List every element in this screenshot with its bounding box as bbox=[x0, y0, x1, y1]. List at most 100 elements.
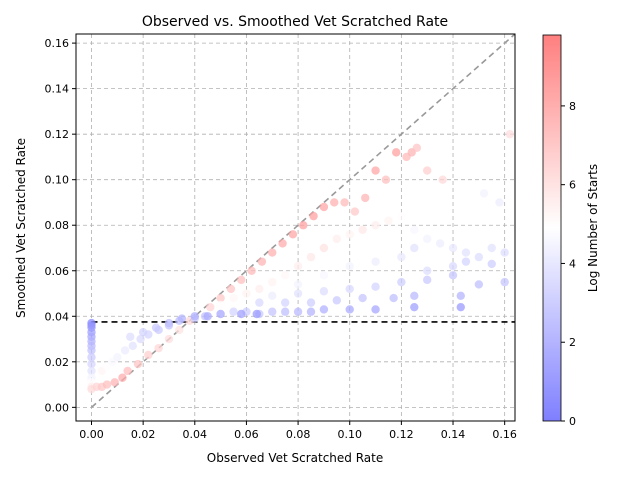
y-tick-label: 0.10 bbox=[45, 174, 70, 187]
data-point bbox=[500, 277, 509, 287]
data-point bbox=[123, 366, 132, 376]
data-point bbox=[332, 234, 342, 244]
data-point bbox=[288, 230, 298, 239]
data-point bbox=[487, 259, 496, 269]
data-point bbox=[397, 252, 406, 262]
data-point bbox=[389, 293, 398, 303]
colorbar-ticks: 0 2 4 6 8 bbox=[561, 100, 576, 428]
data-point bbox=[128, 341, 138, 351]
data-point bbox=[151, 323, 161, 332]
data-point bbox=[448, 243, 458, 253]
data-point bbox=[293, 280, 303, 289]
data-point bbox=[293, 307, 303, 316]
colorbar bbox=[542, 34, 562, 422]
data-point bbox=[345, 305, 354, 314]
plot-frame bbox=[75, 33, 516, 422]
data-point bbox=[268, 248, 277, 257]
x-axis-label: Observed Vet Scratched Rate bbox=[207, 451, 383, 465]
data-point bbox=[175, 325, 184, 335]
data-point bbox=[500, 248, 509, 257]
data-point bbox=[319, 202, 329, 212]
data-point bbox=[381, 175, 391, 184]
colorbar-tick-label: 2 bbox=[569, 336, 576, 349]
data-point bbox=[410, 302, 419, 312]
data-point bbox=[113, 353, 122, 362]
data-point bbox=[410, 243, 419, 253]
x-tick-label: 0.06 bbox=[234, 428, 259, 441]
data-point bbox=[247, 266, 256, 275]
data-point bbox=[495, 198, 504, 207]
data-point bbox=[102, 380, 112, 389]
data-point bbox=[358, 293, 367, 303]
data-point bbox=[87, 366, 96, 376]
x-tick-label: 0.14 bbox=[441, 428, 466, 441]
data-point bbox=[423, 275, 432, 285]
data-point bbox=[435, 239, 445, 248]
x-axis-ticks: 0.00 0.02 0.04 0.06 0.08 0.10 0.12 0.14 0.16 bbox=[79, 421, 517, 441]
data-point bbox=[448, 271, 458, 280]
data-point bbox=[319, 305, 329, 314]
x-tick-label: 0.12 bbox=[389, 428, 414, 441]
data-point bbox=[268, 307, 277, 316]
data-point bbox=[319, 287, 329, 296]
data-point bbox=[164, 318, 174, 328]
data-point bbox=[410, 225, 419, 234]
x-tick-label: 0.16 bbox=[492, 428, 517, 441]
data-point bbox=[332, 296, 342, 305]
data-point bbox=[216, 309, 225, 319]
data-point bbox=[371, 282, 380, 291]
x-tick-label: 0.02 bbox=[131, 428, 156, 441]
data-point bbox=[280, 271, 290, 280]
y-tick-label: 0.14 bbox=[45, 83, 70, 96]
data-point bbox=[226, 284, 236, 294]
colorbar-tick-label: 8 bbox=[569, 100, 576, 113]
data-point bbox=[423, 166, 432, 175]
y-tick-label: 0.02 bbox=[45, 356, 70, 369]
data-point bbox=[255, 298, 264, 307]
data-point bbox=[164, 334, 174, 344]
data-point bbox=[138, 328, 148, 337]
colorbar-tick-label: 4 bbox=[569, 257, 576, 270]
data-point bbox=[280, 307, 290, 316]
data-point bbox=[206, 302, 215, 312]
y-axis-ticks: 0.00 0.02 0.04 0.06 0.08 0.10 0.12 0.14 0.16 bbox=[45, 37, 76, 414]
data-point bbox=[330, 198, 339, 207]
data-point bbox=[474, 280, 484, 289]
data-points bbox=[87, 129, 515, 394]
data-point bbox=[268, 291, 277, 300]
data-point bbox=[392, 148, 401, 157]
colorbar-tick-label: 0 bbox=[569, 415, 576, 428]
data-point bbox=[423, 234, 432, 244]
y-tick-label: 0.00 bbox=[45, 401, 70, 414]
data-point bbox=[461, 248, 471, 257]
data-point bbox=[154, 343, 163, 353]
data-point bbox=[299, 221, 308, 230]
data-point bbox=[242, 289, 251, 298]
data-point bbox=[371, 166, 380, 175]
data-point bbox=[203, 312, 212, 321]
data-point bbox=[505, 129, 515, 139]
data-point bbox=[229, 293, 238, 303]
data-point bbox=[278, 239, 287, 248]
data-point bbox=[87, 346, 96, 355]
colorbar-tick-label: 6 bbox=[569, 179, 576, 192]
data-point bbox=[371, 305, 380, 314]
data-point bbox=[237, 309, 246, 319]
data-point bbox=[306, 307, 316, 316]
data-point bbox=[136, 334, 145, 344]
data-point bbox=[397, 277, 406, 287]
data-point bbox=[293, 262, 303, 271]
data-point bbox=[371, 257, 380, 266]
data-point bbox=[448, 262, 458, 271]
data-point bbox=[306, 298, 316, 307]
chart-title: Observed vs. Smoothed Vet Scratched Rate bbox=[142, 14, 448, 30]
data-point bbox=[350, 207, 360, 216]
x-tick-label: 0.10 bbox=[337, 428, 362, 441]
data-point bbox=[216, 300, 225, 310]
data-point bbox=[118, 373, 127, 382]
data-point bbox=[340, 198, 349, 207]
data-point bbox=[306, 252, 316, 262]
data-point bbox=[216, 293, 225, 303]
data-point bbox=[438, 175, 447, 184]
